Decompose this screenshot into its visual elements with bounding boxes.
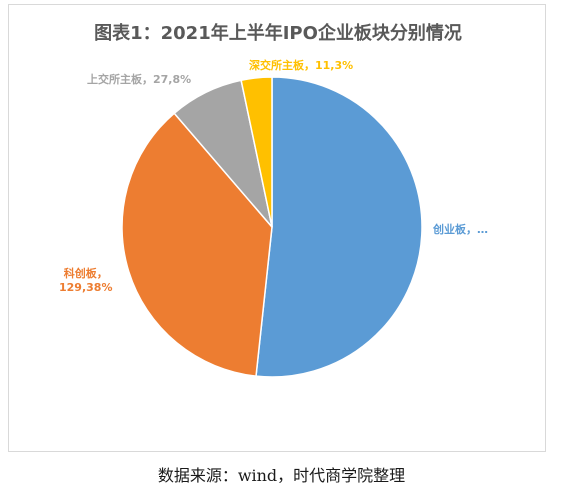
label-kechuangban-line1: 科创板， xyxy=(59,265,112,281)
label-kechuangban: 科创板， 129,38% xyxy=(59,265,112,294)
pie-slice-0 xyxy=(256,77,422,377)
label-kechuangban-line2: 129,38% xyxy=(59,281,112,294)
label-shanghai-main: 上交所主板，27,8% xyxy=(87,71,191,87)
data-source-caption: 数据来源：wind，时代商学院整理 xyxy=(0,462,563,486)
label-shenzhen-main: 深交所主板，11,3% xyxy=(249,57,353,73)
label-chuangyeban: 创业板，… xyxy=(433,221,488,237)
chart-frame: 图表1：2021年上半年IPO企业板块分别情况 创业板，… 科创板， 129,3… xyxy=(8,4,546,452)
